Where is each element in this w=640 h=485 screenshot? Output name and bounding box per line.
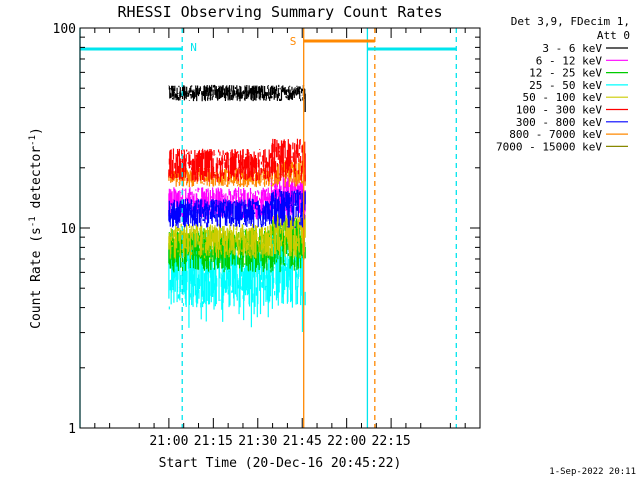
legend-label: 6 - 12 keV (536, 54, 603, 67)
series-50-100keV (168, 214, 306, 259)
series-100-300keV (168, 138, 306, 182)
saa-label: S (290, 35, 297, 48)
legend-label: 100 - 300 keV (516, 104, 602, 117)
legend-label: 300 - 800 keV (516, 116, 602, 129)
x-axis-label: Start Time (20-Dec-16 20:45:22) (159, 456, 402, 471)
x-tick-label: 22:15 (372, 434, 411, 449)
legend-label: 25 - 50 keV (529, 79, 602, 92)
timestamp: 1-Sep-2022 20:11 (549, 467, 636, 477)
x-tick-label: 21:15 (194, 434, 233, 449)
legend-label: 800 - 7000 keV (509, 128, 602, 141)
legend-title-line2: Att 0 (597, 29, 630, 42)
x-tick-label: 21:45 (283, 434, 322, 449)
night-label: N (190, 41, 197, 54)
y-tick-label: 100 (53, 22, 76, 37)
y-tick-label: 1 (68, 422, 76, 437)
legend-title-line1: Det 3,9, FDecim 1, (511, 15, 630, 28)
legend-label: 3 - 6 keV (542, 42, 602, 55)
series-3-6keV (168, 84, 306, 113)
y-axis-label: Count Rate (s-1 detector-1) (28, 127, 44, 329)
x-tick-label: 21:00 (149, 434, 188, 449)
y-tick-label: 10 (60, 222, 76, 237)
x-tick-label: 21:30 (238, 434, 277, 449)
chart-title: RHESSI Observing Summary Count Rates (117, 3, 442, 21)
x-tick-label: 22:00 (327, 434, 366, 449)
series-300-800keV (168, 189, 306, 228)
legend-label: 12 - 25 keV (529, 67, 602, 80)
legend-label: 50 - 100 keV (523, 91, 603, 104)
legend-label: 7000 - 15000 keV (496, 140, 602, 153)
